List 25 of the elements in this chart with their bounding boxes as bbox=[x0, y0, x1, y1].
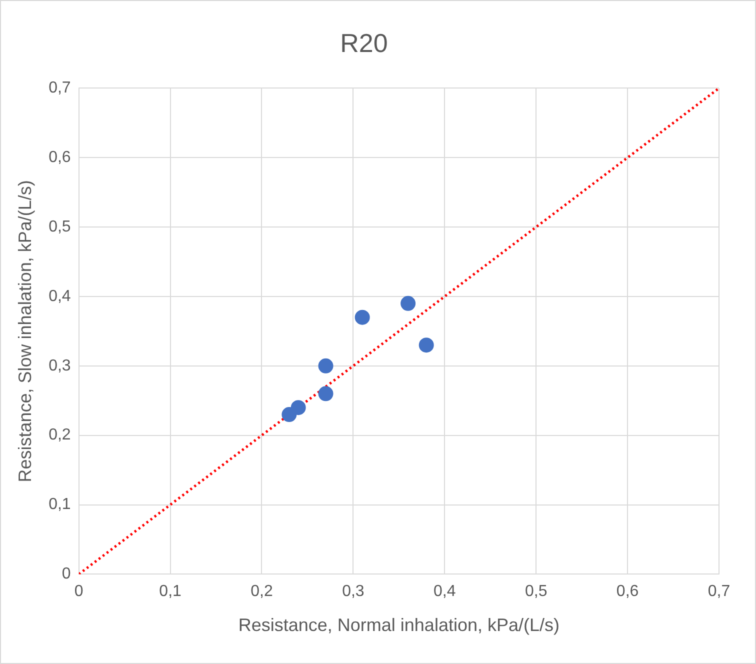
x-axis-title: Resistance, Normal inhalation, kPa/(L/s) bbox=[238, 615, 560, 636]
y-tick-label: 0,2 bbox=[48, 426, 71, 444]
chart-title: R20 bbox=[340, 28, 388, 58]
point bbox=[418, 338, 434, 353]
y-tick-label: 0,6 bbox=[48, 149, 71, 166]
y-tick-label: 0,4 bbox=[48, 288, 71, 305]
point bbox=[318, 358, 334, 374]
y-axis-title: Resistance, Slow inhalation, kPa/(L/s) bbox=[14, 180, 35, 482]
x-tick-label: 0,3 bbox=[342, 583, 364, 600]
y-tick-label: 0 bbox=[62, 566, 71, 583]
x-tick-label: 0,7 bbox=[708, 583, 730, 600]
y-tick-label: 0,5 bbox=[48, 218, 71, 236]
point bbox=[318, 386, 334, 402]
x-tick-label: 0,2 bbox=[250, 583, 273, 600]
point bbox=[290, 400, 306, 416]
x-tick-label: 0,6 bbox=[616, 583, 639, 600]
y-tick-label: 0,7 bbox=[48, 80, 71, 97]
x-tick-label: 0,1 bbox=[159, 583, 182, 600]
x-tick-label: 0,4 bbox=[434, 583, 456, 600]
x-tick-label: 0,5 bbox=[524, 583, 548, 600]
y-tick-label: 0,1 bbox=[48, 496, 71, 514]
point bbox=[354, 310, 370, 325]
x-tick-label: 0 bbox=[74, 583, 84, 600]
y-tick-label: 0,3 bbox=[48, 357, 71, 374]
point bbox=[400, 296, 416, 311]
